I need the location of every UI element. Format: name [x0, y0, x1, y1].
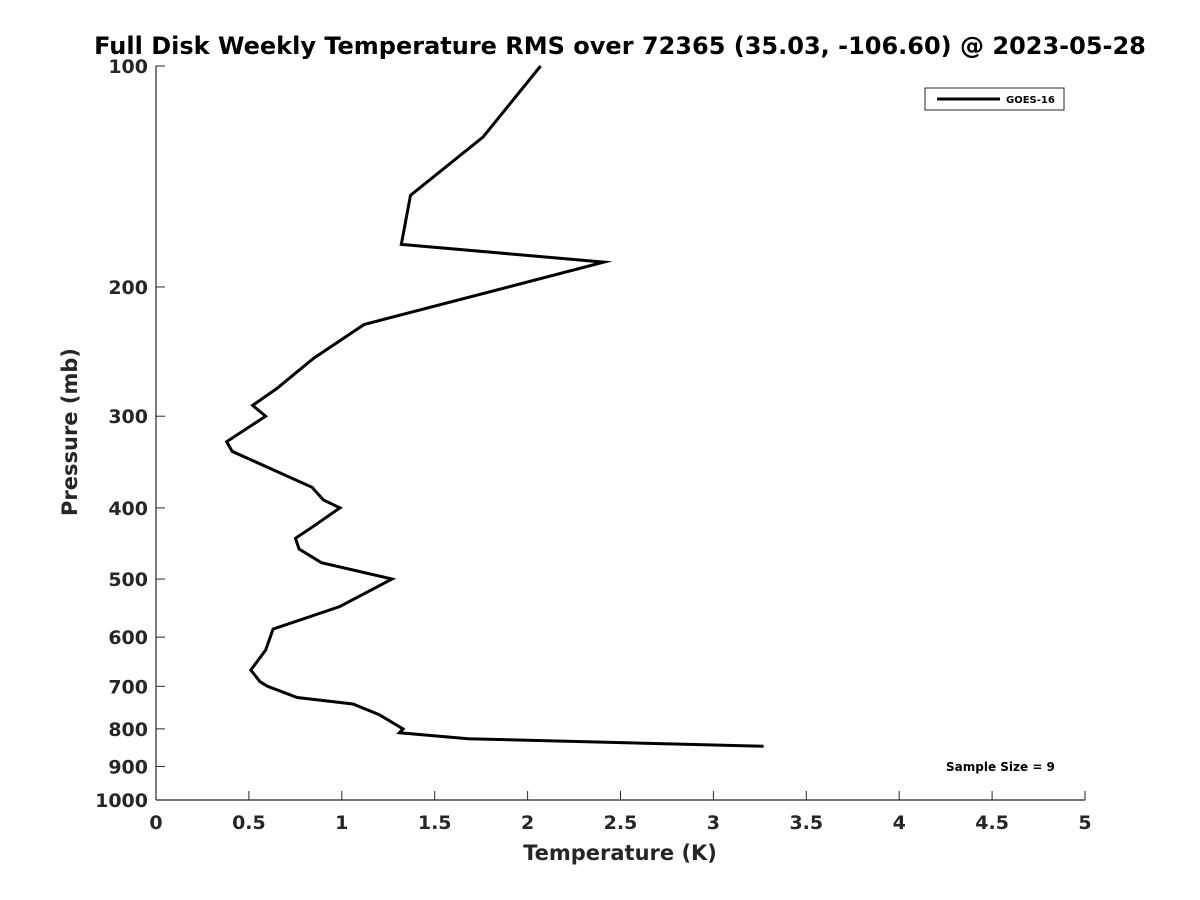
y-tick-label: 500 — [108, 569, 148, 591]
x-axis-label: Temperature (K) — [523, 841, 717, 865]
x-tick-label: 4 — [893, 812, 906, 834]
plot-series — [224, 65, 764, 748]
y-tick-label: 400 — [108, 498, 148, 520]
x-tick-label: 3 — [707, 812, 720, 834]
legend-label-goes-16: GOES-16 — [1006, 95, 1055, 106]
x-tick-label: 1 — [335, 812, 348, 834]
legend: GOES-16 — [924, 87, 1065, 111]
y-tick-label: 300 — [108, 406, 148, 428]
y-tick-label: 900 — [108, 756, 148, 778]
x-tick-label: 4.5 — [975, 812, 1009, 834]
x-tick-label: 3.5 — [789, 812, 823, 834]
series-line-goes-16 — [224, 65, 764, 748]
x-tick-label: 0.5 — [232, 812, 266, 834]
x-tick-label: 1.5 — [418, 812, 452, 834]
sample-size-annotation: Sample Size = 9 — [946, 760, 1055, 774]
y-tick-label: 800 — [108, 719, 148, 741]
x-tick-label: 2.5 — [604, 812, 638, 834]
axes: 0 0.5 1 1.5 2 2.5 3 3.5 4 4.5 5 100 200 300 400 500 600 7… — [95, 56, 1092, 834]
y-axis-label: Pressure (mb) — [58, 348, 82, 516]
chart-title: Full Disk Weekly Temperature RMS over 72… — [94, 32, 1146, 60]
y-tick-label: 1000 — [95, 790, 148, 812]
y-tick-label: 200 — [108, 277, 148, 299]
y-tick-label: 600 — [108, 627, 148, 649]
y-tick-label: 700 — [108, 676, 148, 698]
x-tick-label: 0 — [149, 812, 162, 834]
x-tick-label: 2 — [521, 812, 534, 834]
y-tick-label: 100 — [108, 56, 148, 78]
x-tick-label: 5 — [1078, 812, 1091, 834]
